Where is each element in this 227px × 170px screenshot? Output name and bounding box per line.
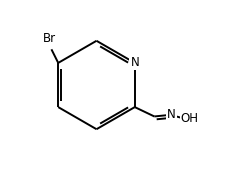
Text: N: N — [130, 56, 139, 69]
Text: OH: OH — [180, 112, 199, 125]
Text: Br: Br — [43, 32, 56, 45]
Text: N: N — [167, 108, 176, 121]
